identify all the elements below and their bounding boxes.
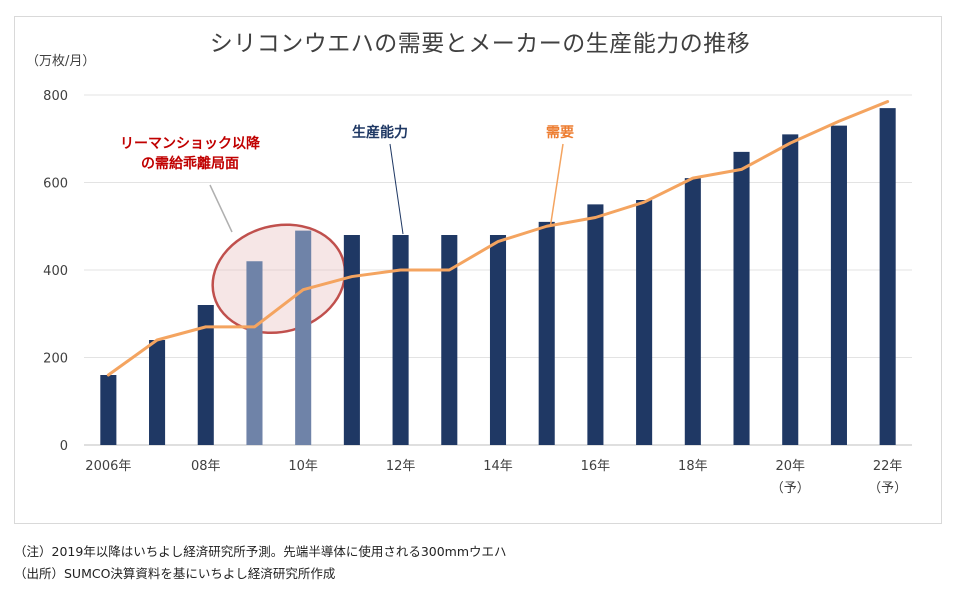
chart-title: シリコンウエハの需要とメーカーの生産能力の推移 (209, 31, 751, 57)
x-tick-label: 14年 (483, 459, 513, 474)
capacity-bar (879, 108, 896, 445)
x-tick-sublabel: （予） (771, 481, 810, 496)
x-tick-sublabel: （予） (868, 481, 907, 496)
y-tick-label: 600 (43, 177, 68, 192)
demand-line-layer (106, 100, 890, 377)
x-tick-label: 18年 (678, 459, 708, 474)
lehman-highlight-ellipse (211, 223, 347, 335)
x-tick-label: 10年 (288, 459, 318, 474)
lehman-leader-line (209, 184, 233, 233)
demand-label: 需要 (546, 124, 574, 141)
capacity-bar (636, 200, 653, 445)
capacity-bar (246, 261, 263, 445)
demand-leader-line (549, 143, 564, 225)
footnote-source: （出所）SUMCO決算資料を基にいちよし経済研究所作成 (14, 566, 336, 581)
capacity-bar (684, 178, 701, 445)
capacity-label: 生産能力 (352, 124, 408, 141)
y-tick-label: 200 (43, 352, 68, 367)
capacity-bar (441, 235, 458, 445)
lehman-label-line1: リーマンショック以降 (120, 135, 261, 152)
x-tick-label: 16年 (581, 459, 611, 474)
x-tick-label: 20年 (775, 459, 805, 474)
capacity-bars (100, 108, 896, 445)
capacity-bar (295, 230, 312, 445)
x-tick-labels: 2006年 08年 10年 12年 14年 16年 18年 20年 （予） 22年 （予） (85, 459, 907, 496)
annotations: 生産能力 需要 リーマンショック以降 の需給乖離局面 (120, 124, 574, 235)
y-axis-unit-label: （万枚/月） (26, 54, 96, 69)
x-tick-label: 2006年 (85, 459, 131, 474)
footnote-note: （注）2019年以降はいちよし経済研究所予測。先端半導体に使用される300mmウ… (14, 544, 507, 559)
capacity-bar (489, 235, 507, 445)
capacity-bar (343, 235, 360, 445)
capacity-bar (392, 235, 409, 445)
capacity-bar (538, 221, 555, 445)
y-tick-label: 400 (43, 264, 68, 279)
lehman-highlight-layer (211, 223, 347, 335)
capacity-bar (197, 305, 214, 445)
capacity-bar (100, 375, 117, 445)
x-tick-label: 12年 (386, 459, 416, 474)
lehman-label-line2: の需給乖離局面 (141, 155, 239, 172)
x-tick-label: 08年 (191, 459, 221, 474)
capacity-bar (733, 151, 750, 445)
y-tick-labels: 0 200 400 600 800 (43, 89, 68, 454)
capacity-bar (587, 204, 604, 445)
capacity-leader-line (389, 143, 404, 235)
x-tick-label: 22年 (873, 459, 903, 474)
capacity-bar (149, 340, 166, 445)
capacity-bar (830, 125, 847, 445)
y-tick-label: 0 (60, 439, 68, 454)
y-tick-label: 800 (43, 89, 68, 104)
capacity-bar (782, 134, 799, 445)
